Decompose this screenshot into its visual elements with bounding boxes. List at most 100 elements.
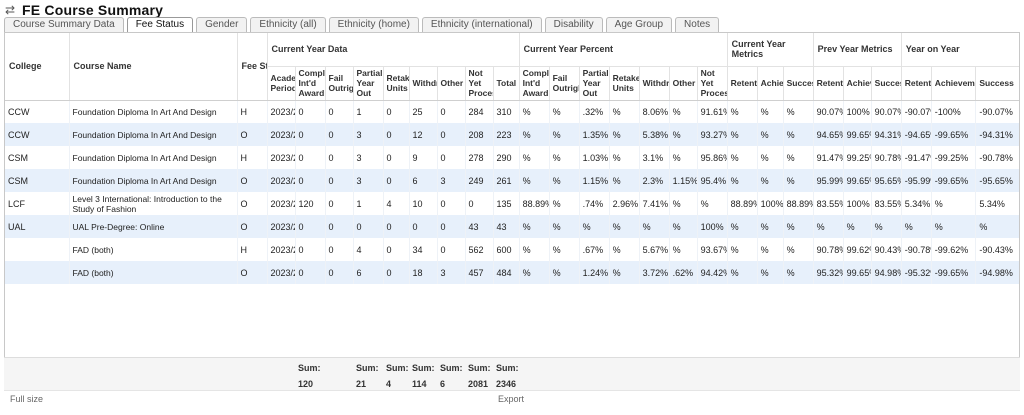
column-header[interactable]: Other [669,66,698,101]
tab-fee-status[interactable]: Fee Status [126,17,194,32]
column-header[interactable]: Withdrawn [639,66,670,101]
column-header[interactable]: Not Yet Processed [465,66,494,101]
table-cell: % [609,261,640,284]
table-cell: % [669,238,698,261]
column-header[interactable]: Success [975,66,1019,101]
column-header[interactable]: Partial Year Out [579,66,610,101]
sum-label: Sum: [468,363,491,373]
column-header[interactable]: Achievement [843,66,872,101]
header-course-name[interactable]: Course Name [69,33,238,101]
column-header[interactable]: Other [437,66,466,101]
table-cell: O [237,169,268,192]
table-cell: % [727,169,758,192]
table-cell: 25 [409,99,438,123]
column-header[interactable]: Retake Units [383,66,410,101]
table-cell: CSM [5,169,70,192]
table-cell: % [519,261,550,284]
table-cell: % [757,169,784,192]
table-cell: 2023/24 [267,99,296,123]
table-cell: % [549,261,580,284]
group-year-on-year[interactable]: Year on Year [901,33,1019,67]
column-header[interactable]: Achievement [757,66,784,101]
header-fee-status[interactable]: Fee Status [237,33,268,101]
column-header[interactable]: Fail Outright [325,66,354,101]
table-cell: -94.98% [975,261,1019,284]
table-cell: % [813,215,844,238]
column-header[interactable]: Withdrawn [409,66,438,101]
refresh-icon[interactable]: ⇄ [4,3,16,17]
tab-age-group[interactable]: Age Group [605,17,673,32]
tab-notes[interactable]: Notes [675,17,720,32]
tab-ethnicity-all[interactable]: Ethnicity (all) [250,17,326,32]
table-row[interactable]: CCW Foundation Diploma In Art And Design H… [5,99,1019,123]
column-header[interactable]: Completed Int'd Award [295,66,326,101]
table-cell: 100% [757,192,784,215]
column-header[interactable]: Partial Year Out [353,66,384,101]
table-cell: 0 [437,99,466,123]
table-cell: % [549,123,580,146]
page-title: FE Course Summary [22,2,164,18]
table-row[interactable]: CSM Foundation Diploma In Art And Design H… [5,146,1019,169]
column-header[interactable]: Retention [727,66,758,101]
column-header[interactable]: Retention [813,66,844,101]
table-cell: % [639,215,670,238]
table-cell: 91.47% [813,146,844,169]
table-cell: 0 [325,215,354,238]
column-header[interactable]: Success [871,66,902,101]
table-cell: 83.55% [813,192,844,215]
tab-disability[interactable]: Disability [544,17,603,32]
table-cell: Foundation Diploma In Art And Design [69,146,238,169]
tab-ethnicity-home[interactable]: Ethnicity (home) [328,17,419,32]
table-cell: -90.07% [901,99,932,123]
table-row[interactable]: FAD (both)H2023/240040340562600%%.67%%5.… [5,238,1019,261]
table-row[interactable]: FAD (both)O2023/240060183457484%%1.24%%3… [5,261,1019,284]
group-current-year-percent[interactable]: Current Year Percent [519,33,728,67]
table-cell: 5.34% [975,192,1019,215]
table-cell: % [549,99,580,123]
table-cell: 2.3% [639,169,670,192]
table-cell: % [757,238,784,261]
table-cell: 8.06% [639,99,670,123]
table-row[interactable]: LCF Level 3 International: Introduction t… [5,192,1019,215]
table-cell: % [519,123,550,146]
group-prev-year-metrics[interactable]: Prev Year Metrics [813,33,902,67]
table-cell: 284 [465,99,494,123]
tab-gender[interactable]: Gender [196,17,248,32]
column-header[interactable]: Not Yet Processed [697,66,728,101]
table-cell: -100% [931,99,977,123]
export-link[interactable]: Export [498,394,525,404]
tab-ethnicity-international[interactable]: Ethnicity (international) [421,17,542,32]
column-header[interactable]: Achievement [931,66,977,101]
table-cell: LCF [5,192,70,215]
sum-label: Sum: [496,363,519,373]
table-row[interactable]: CCW Foundation Diploma In Art And Design O… [5,123,1019,146]
table-cell: -94.31% [975,123,1019,146]
column-header[interactable]: Fail Outright [549,66,580,101]
column-header[interactable]: Total [493,66,520,101]
table-cell: % [549,238,580,261]
table-cell: % [931,215,977,238]
table-cell: % [975,215,1019,238]
table-cell: % [727,146,758,169]
column-header[interactable]: Retake Units [609,66,640,101]
column-header[interactable]: Completed Int'd Award [519,66,550,101]
column-header[interactable]: Retention [901,66,932,101]
sum-value: 120 [298,379,314,389]
table-cell: 88.89% [727,192,758,215]
table-cell: 0 [353,215,384,238]
header-college[interactable]: College [5,33,70,101]
table-cell: % [519,238,550,261]
tab-course-summary-data[interactable]: Course Summary Data [4,17,124,32]
full-size-link[interactable]: Full size [10,394,44,404]
column-header[interactable]: Academic Period [267,66,296,101]
group-current-year-data[interactable]: Current Year Data [267,33,520,67]
table-row[interactable]: CSM Foundation Diploma In Art And Design O… [5,169,1019,192]
sum-cell: Sum: 21 [356,362,379,391]
column-header[interactable]: Success [783,66,814,101]
group-current-year-metrics[interactable]: Current Year Metrics [727,33,814,67]
table-cell: 290 [493,146,520,169]
table-cell: 18 [409,261,438,284]
